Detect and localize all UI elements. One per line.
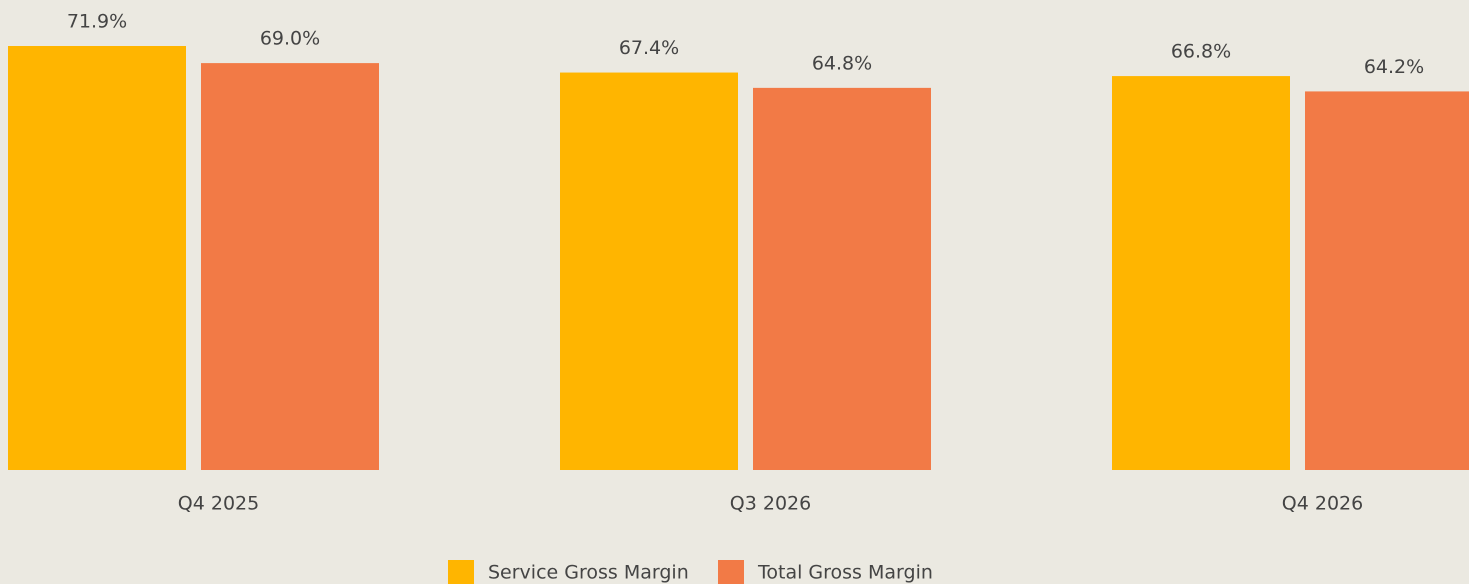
bar xyxy=(8,46,186,470)
value-label: 64.8% xyxy=(812,52,872,74)
value-label: 66.8% xyxy=(1171,41,1231,63)
bar xyxy=(1112,76,1290,471)
bar xyxy=(1305,91,1469,470)
legend-swatch xyxy=(718,560,744,584)
value-label: 64.2% xyxy=(1364,56,1424,78)
value-label: 69.0% xyxy=(260,28,320,50)
legend-swatch xyxy=(448,560,474,584)
x-tick-label: Q4 2025 xyxy=(178,493,259,515)
value-label: 67.4% xyxy=(619,37,679,59)
x-tick-label: Q4 2026 xyxy=(1282,493,1363,515)
x-tick-label: Q3 2026 xyxy=(730,493,811,515)
legend-label: Service Gross Margin xyxy=(488,562,689,584)
value-label: 71.9% xyxy=(67,11,127,33)
legend-label: Total Gross Margin xyxy=(757,562,933,584)
bar xyxy=(201,63,379,471)
bar xyxy=(560,72,738,470)
bar xyxy=(753,87,931,471)
